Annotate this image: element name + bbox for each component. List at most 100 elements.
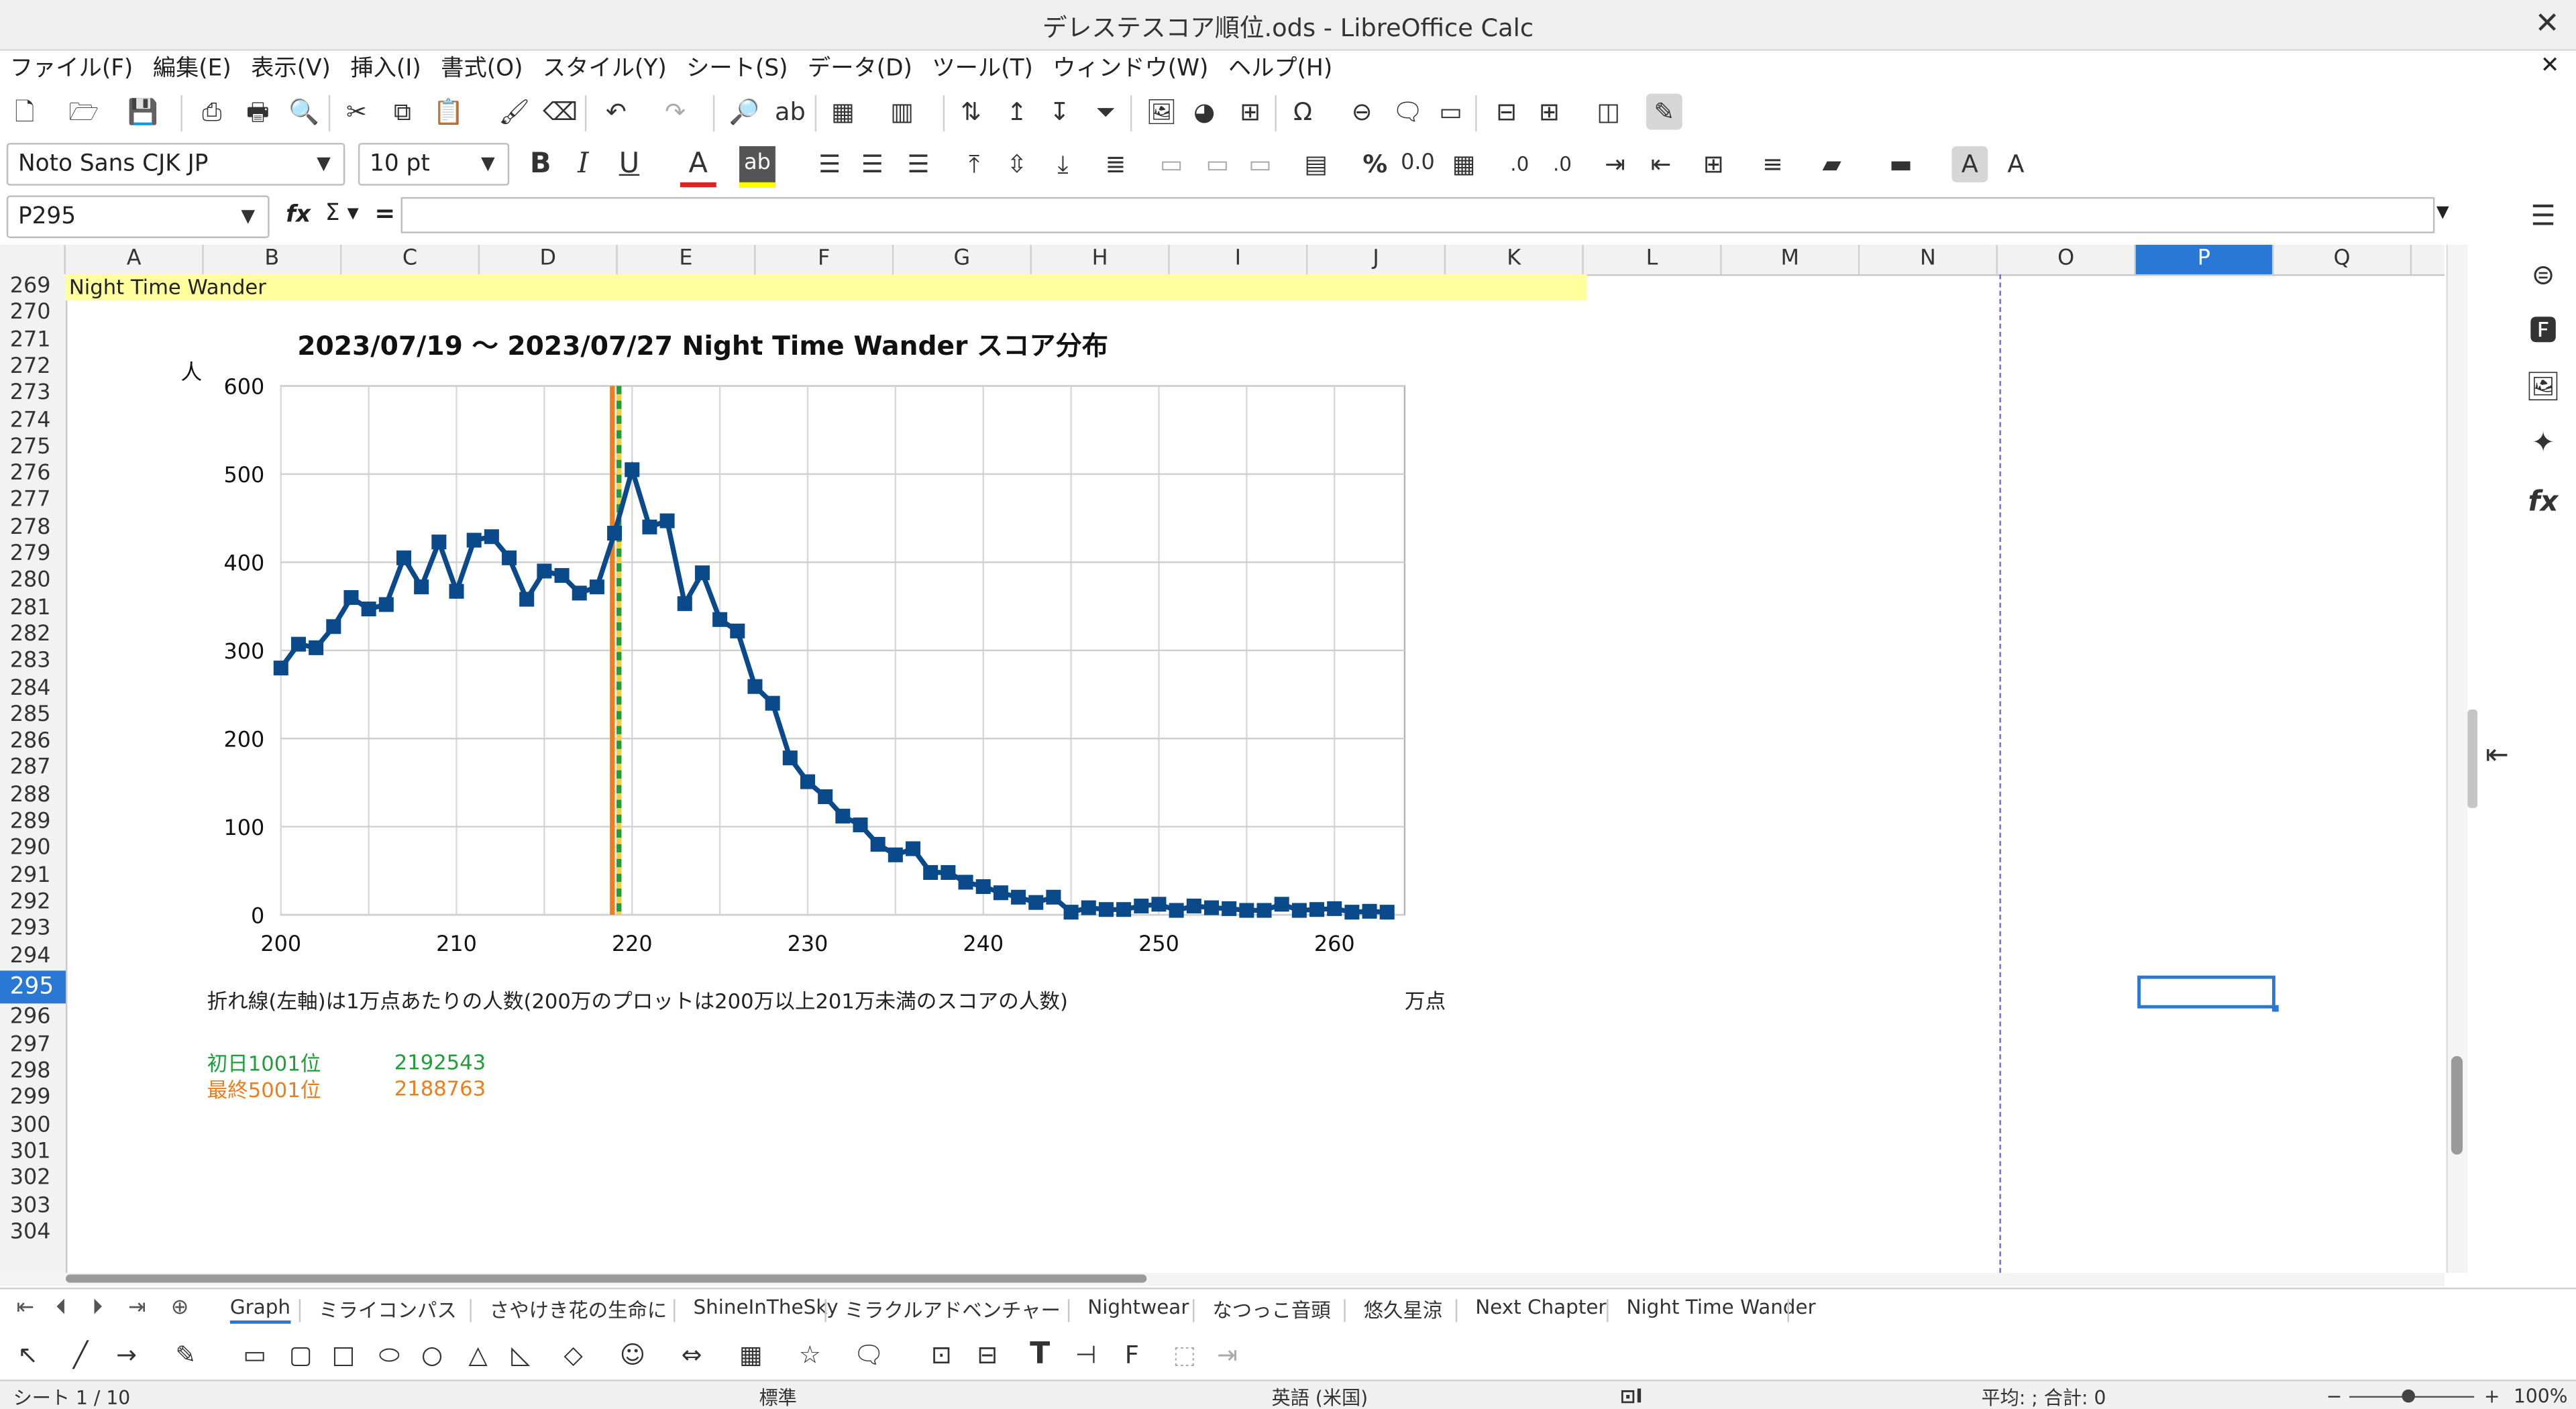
zoom-in-button[interactable]: + bbox=[2483, 1384, 2500, 1408]
close-document-icon[interactable]: ✕ bbox=[2540, 52, 2560, 79]
text-direction-icon[interactable]: A bbox=[2007, 149, 2025, 179]
row-icon[interactable]: ▦ bbox=[830, 97, 855, 127]
row-header-270[interactable]: 270 bbox=[9, 300, 51, 326]
navigator-icon[interactable]: ✦ bbox=[2531, 427, 2555, 460]
column-header-h[interactable]: H bbox=[1032, 244, 1170, 274]
column-header-b[interactable]: B bbox=[204, 244, 342, 274]
borders-icon[interactable]: ⊞ bbox=[1703, 149, 1724, 179]
spellcheck-icon[interactable]: ab bbox=[775, 97, 806, 127]
font-color-icon[interactable]: A bbox=[680, 146, 716, 188]
formula-icon[interactable]: = bbox=[374, 199, 396, 229]
row-header-269[interactable]: 269 bbox=[9, 274, 51, 299]
column-header-m[interactable]: M bbox=[1722, 244, 1860, 274]
row-header-303[interactable]: 303 bbox=[9, 1193, 51, 1219]
row-header-271[interactable]: 271 bbox=[9, 327, 51, 353]
circle-icon[interactable]: ○ bbox=[421, 1340, 443, 1370]
row-header-297[interactable]: 297 bbox=[9, 1032, 51, 1058]
insert-text-icon[interactable]: T bbox=[1030, 1337, 1051, 1371]
menu-data[interactable]: データ(D) bbox=[807, 56, 912, 82]
redo-icon[interactable]: ↷ bbox=[665, 97, 686, 127]
menu-insert[interactable]: 挿入(I) bbox=[350, 56, 421, 82]
stars-icon[interactable]: ☆ bbox=[798, 1340, 821, 1370]
styles-icon[interactable]: 🅵 bbox=[2529, 315, 2557, 349]
row-header-287[interactable]: 287 bbox=[9, 756, 51, 781]
first-sheet-icon[interactable]: ⇤ bbox=[16, 1296, 35, 1320]
zoom-level[interactable]: 100% bbox=[2513, 1384, 2568, 1408]
menu-edit[interactable]: 編集(E) bbox=[152, 56, 231, 82]
insert-chart-icon[interactable]: ◕ bbox=[1193, 97, 1216, 127]
row-header-294[interactable]: 294 bbox=[9, 943, 51, 968]
sheet-tab-7[interactable]: 悠久星涼 bbox=[1363, 1299, 1443, 1322]
sidebar-menu-icon[interactable]: ☰ bbox=[2530, 200, 2556, 233]
new-icon[interactable]: 🗋 bbox=[14, 97, 35, 127]
comment-icon[interactable]: 🗨 bbox=[1392, 97, 1424, 127]
find-replace-icon[interactable]: 🔎 bbox=[729, 97, 760, 127]
date-format-icon[interactable]: ▦ bbox=[1452, 149, 1476, 179]
header-footer-icon[interactable]: ▭ bbox=[1439, 97, 1462, 127]
paste-icon[interactable]: 📋 bbox=[433, 97, 464, 127]
next-sheet-icon[interactable]: ⏵ bbox=[92, 1296, 103, 1320]
points-icon[interactable]: ⬚ bbox=[1173, 1340, 1197, 1370]
decimal-number-icon[interactable]: 0.0 bbox=[1401, 151, 1435, 176]
prev-sheet-icon[interactable]: ⏴ bbox=[56, 1296, 67, 1320]
function-wizard-icon[interactable]: fx bbox=[286, 202, 311, 229]
row-header-290[interactable]: 290 bbox=[9, 836, 51, 862]
selected-cell-p295[interactable] bbox=[2137, 975, 2279, 1012]
clear-formatting-icon[interactable]: ⌫ bbox=[543, 97, 578, 127]
column-header-n[interactable]: N bbox=[1860, 244, 1998, 274]
gallery-icon[interactable]: 🖼 bbox=[2525, 371, 2561, 404]
row-header-298[interactable]: 298 bbox=[9, 1059, 51, 1084]
show-draw-functions-icon[interactable]: ✎ bbox=[1646, 93, 1682, 130]
row-header-300[interactable]: 300 bbox=[9, 1113, 51, 1138]
textbox-icon[interactable]: ⊡ bbox=[930, 1340, 952, 1370]
curve-icon[interactable]: ✎ bbox=[175, 1340, 197, 1370]
rectangle-icon[interactable]: ▭ bbox=[243, 1340, 266, 1370]
bold-icon[interactable]: B bbox=[529, 148, 551, 181]
column-header-q[interactable]: Q bbox=[2273, 244, 2412, 274]
chevron-down-icon[interactable]: ▼ bbox=[241, 205, 256, 227]
row-header-285[interactable]: 285 bbox=[9, 702, 51, 728]
sheet-tab-0[interactable]: Graph bbox=[229, 1296, 291, 1324]
copy-icon[interactable]: ⧉ bbox=[393, 97, 412, 127]
row-header-280[interactable]: 280 bbox=[9, 569, 51, 594]
number-format-icon[interactable]: ▤ bbox=[1304, 149, 1328, 179]
background-color-icon[interactable]: ▰ bbox=[1822, 149, 1841, 179]
undo-icon[interactable]: ↶ bbox=[605, 97, 627, 127]
vertical-scroll-thumb[interactable] bbox=[2451, 1056, 2463, 1155]
sidebar-handle[interactable] bbox=[2467, 709, 2478, 808]
sort-ascending-icon[interactable]: ↥ bbox=[1006, 97, 1028, 127]
symbol-shapes-icon[interactable]: ☺ bbox=[619, 1340, 645, 1370]
italic-icon[interactable]: I bbox=[578, 148, 589, 181]
language-status[interactable]: 英語 (米国) bbox=[1271, 1386, 1368, 1409]
highlight-color-icon[interactable]: ab bbox=[739, 146, 775, 188]
special-character-icon[interactable]: Ω bbox=[1293, 97, 1313, 127]
row-header-286[interactable]: 286 bbox=[9, 729, 51, 754]
row-header-283[interactable]: 283 bbox=[9, 649, 51, 674]
merge-center-icon[interactable]: ▭ bbox=[1205, 149, 1230, 179]
align-bottom-icon[interactable]: ⤓ bbox=[1057, 149, 1069, 179]
row-header-291[interactable]: 291 bbox=[9, 863, 51, 888]
chevron-down-icon[interactable]: ▼ bbox=[317, 152, 331, 174]
chevron-down-icon[interactable]: ▼ bbox=[480, 152, 495, 174]
row-header-284[interactable]: 284 bbox=[9, 675, 51, 701]
autofilter-icon[interactable]: ⏷ bbox=[1095, 97, 1116, 127]
rounded-rectangle-icon[interactable]: ▢ bbox=[288, 1340, 313, 1370]
save-icon[interactable]: 💾 bbox=[127, 97, 158, 127]
menu-sheet[interactable]: シート(S) bbox=[686, 56, 788, 82]
underline-icon[interactable]: U bbox=[619, 148, 640, 181]
column-header-i[interactable]: I bbox=[1170, 244, 1308, 274]
score-distribution-chart[interactable]: 0 100 200 300 400 500 600 200 210 220 230 240 250 260… bbox=[174, 300, 1440, 974]
export-pdf-icon[interactable]: ⎙ bbox=[202, 97, 222, 127]
sort-icon[interactable]: ⇅ bbox=[960, 97, 981, 127]
cell-a269[interactable]: Night Time Wander bbox=[65, 274, 1587, 301]
menu-file[interactable]: ファイル(F) bbox=[9, 56, 133, 82]
define-print-area-icon[interactable]: ⊟ bbox=[1496, 97, 1517, 127]
formula-input[interactable] bbox=[400, 196, 2435, 233]
decrease-indent-icon[interactable]: ⇤ bbox=[1650, 149, 1672, 179]
triangle-icon[interactable]: △ bbox=[468, 1340, 488, 1370]
row-header-282[interactable]: 282 bbox=[9, 622, 51, 647]
align-left-icon[interactable]: ☰ bbox=[818, 149, 841, 179]
column-header-a[interactable]: A bbox=[66, 244, 204, 274]
name-box[interactable]: P295 ▼ bbox=[6, 195, 270, 239]
